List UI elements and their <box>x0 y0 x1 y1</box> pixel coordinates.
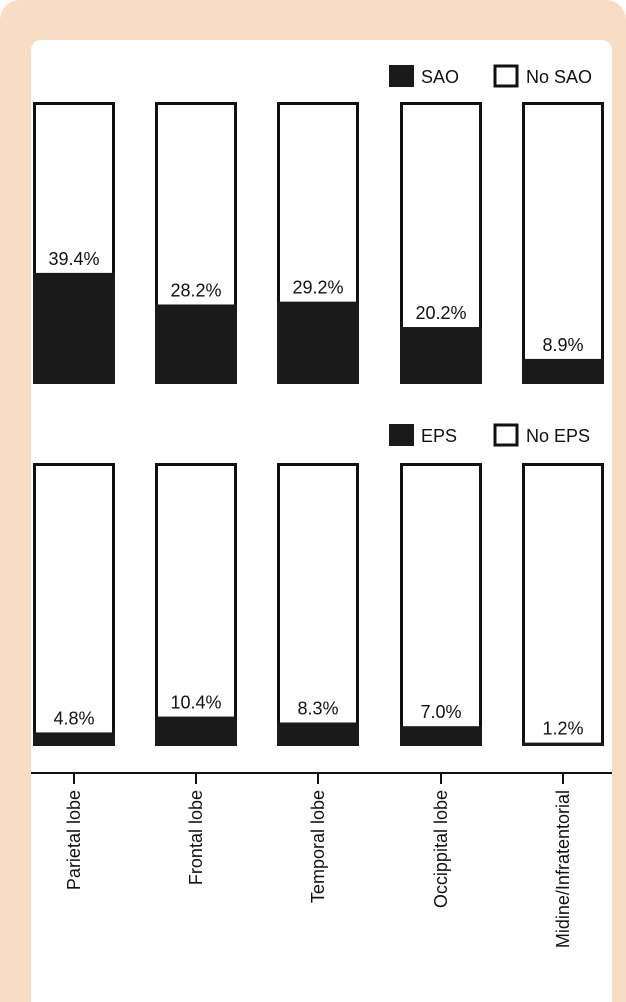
legend-top: SAO No SAO <box>389 64 592 88</box>
data-label-1-5: 8.9% <box>542 335 583 355</box>
bar-fill-1-4 <box>400 327 482 384</box>
x-tick-label-4: Occippital lobe <box>431 790 451 908</box>
bar-fill-1-5 <box>522 358 604 384</box>
bar-outline-2-5 <box>522 463 604 746</box>
x-tick-label-2: Frontal lobe <box>186 790 206 885</box>
bar-outline-1-5 <box>522 102 604 384</box>
legend-swatch-no-sao <box>493 64 519 88</box>
data-label-1-1: 39.4% <box>48 249 99 269</box>
bar-outline-2-1 <box>33 463 115 746</box>
legend-label-no-eps: No EPS <box>526 426 590 446</box>
bar-outline-2-3 <box>277 463 359 746</box>
legend-label-eps: EPS <box>421 426 457 446</box>
bar-fill-2-3 <box>277 722 359 746</box>
bar-outline-2-4 <box>400 463 482 746</box>
bar-fill-2-4 <box>400 726 482 746</box>
bar-fill-1-1 <box>33 272 115 384</box>
legend-swatch-no-eps <box>493 423 519 447</box>
x-tick-label-1: Parietal lobe <box>64 790 84 890</box>
legend-swatch-eps <box>389 424 414 446</box>
bar-outline-2-2 <box>155 463 237 746</box>
data-label-2-2: 10.4% <box>170 693 221 713</box>
bar-fill-2-2 <box>155 716 237 746</box>
bar-fill-2-1 <box>33 732 115 746</box>
legend-swatch-sao <box>389 65 414 87</box>
x-tick-label-3: Temporal lobe <box>308 790 328 903</box>
x-axis-ticks: Parietal lobe Frontal lobe Temporal lobe Oc… <box>64 773 573 948</box>
bar-fill-2-5 <box>522 742 604 746</box>
bar-fill-1-2 <box>155 304 237 384</box>
data-label-2-1: 4.8% <box>53 708 94 728</box>
data-label-2-3: 8.3% <box>297 699 338 719</box>
data-label-1-3: 29.2% <box>292 278 343 298</box>
legend-label-sao: SAO <box>421 67 459 87</box>
bars-layer: 39.4% 28.2% 29.2% 20.2% 8.9% 4.8% 10.4% 8.3% 7.0… <box>33 102 604 746</box>
x-tick-label-5: Midine/Infratentorial <box>553 790 573 948</box>
data-label-1-2: 28.2% <box>170 280 221 300</box>
data-label-2-4: 7.0% <box>420 702 461 722</box>
data-label-2-5: 1.2% <box>542 719 583 739</box>
bar-fill-1-3 <box>277 301 359 384</box>
legend-label-no-sao: No SAO <box>526 67 592 87</box>
legend-bottom: EPS No EPS <box>389 423 590 447</box>
data-label-1-4: 20.2% <box>415 303 466 323</box>
